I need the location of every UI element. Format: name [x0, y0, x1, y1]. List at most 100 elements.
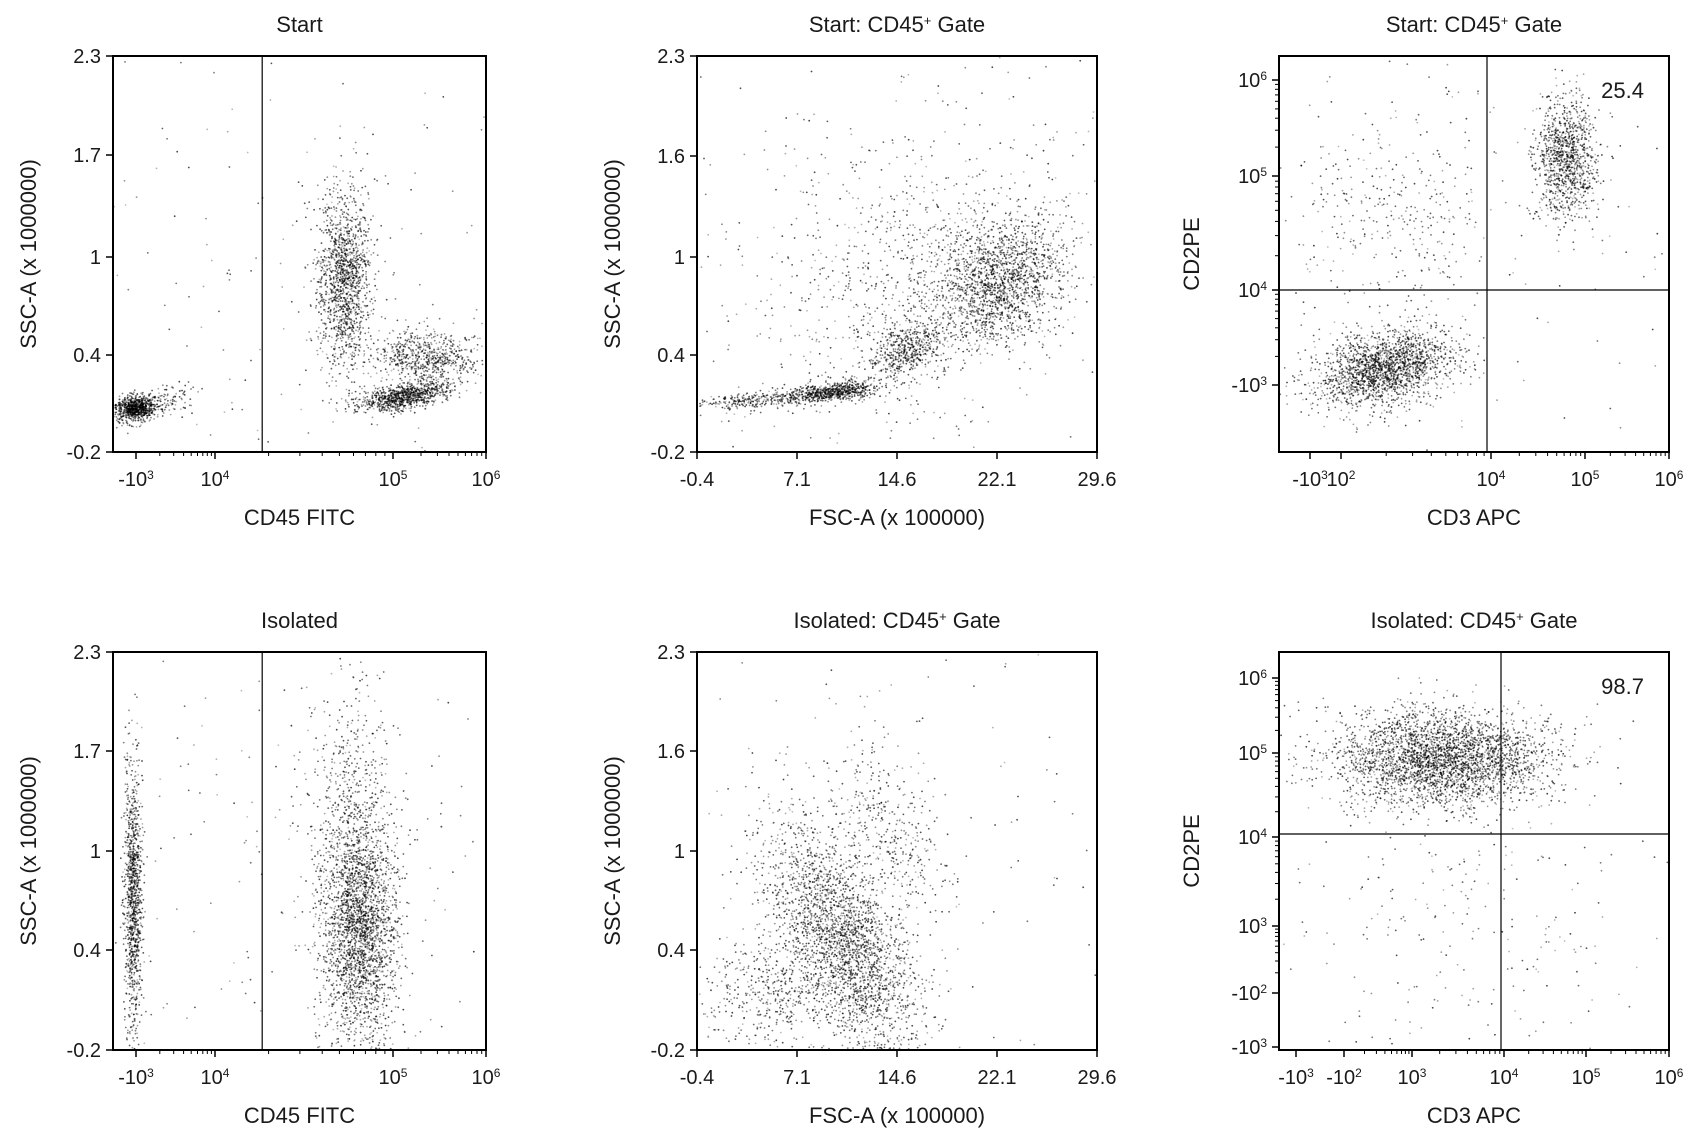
- data-point: [439, 318, 441, 320]
- data-point: [344, 230, 346, 232]
- data-point: [862, 382, 864, 384]
- data-point: [726, 412, 728, 414]
- data-point: [446, 381, 448, 383]
- data-point: [346, 197, 348, 199]
- data-point: [436, 392, 438, 394]
- data-point: [459, 392, 461, 394]
- data-point: [414, 362, 416, 364]
- data-point: [454, 361, 456, 363]
- data-point: [363, 127, 365, 129]
- data-point: [350, 327, 352, 329]
- data-point: [171, 387, 173, 389]
- data-point: [415, 364, 417, 366]
- data-point: [147, 403, 149, 405]
- data-point: [841, 388, 843, 390]
- data-point: [332, 376, 334, 378]
- data-point: [787, 399, 789, 401]
- data-point: [361, 187, 363, 189]
- data-point: [354, 303, 356, 305]
- data-point: [394, 402, 396, 404]
- data-point: [116, 275, 118, 277]
- data-point: [704, 400, 706, 402]
- data-point: [320, 369, 322, 371]
- data-point: [419, 344, 421, 346]
- data-point: [299, 384, 301, 386]
- data-point: [405, 361, 407, 363]
- data-point: [756, 398, 758, 400]
- data-point: [347, 243, 349, 245]
- data-point: [440, 371, 442, 373]
- data-point: [342, 348, 344, 350]
- data-point: [333, 319, 335, 321]
- data-point: [188, 167, 190, 169]
- data-point: [373, 366, 375, 368]
- data-point: [325, 260, 327, 262]
- data-point: [411, 352, 413, 354]
- data-point: [461, 349, 463, 351]
- data-point: [355, 287, 357, 289]
- data-point: [466, 232, 468, 234]
- data-point: [342, 211, 344, 213]
- data-point: [481, 323, 483, 325]
- data-point: [448, 361, 450, 363]
- data-point: [363, 350, 365, 352]
- data-point: [462, 364, 464, 366]
- data-point: [468, 359, 470, 361]
- data-point: [384, 340, 386, 342]
- data-point: [855, 381, 857, 383]
- data-point: [856, 377, 858, 379]
- data-point: [344, 280, 346, 282]
- data-point: [765, 400, 767, 402]
- data-point: [370, 338, 372, 340]
- data-point: [805, 392, 807, 394]
- data-point: [360, 235, 362, 237]
- data-point: [337, 246, 339, 248]
- data-point: [342, 308, 344, 310]
- data-point: [167, 403, 169, 405]
- data-point: [336, 402, 338, 404]
- data-point: [773, 394, 775, 396]
- data-point: [910, 381, 912, 383]
- data-point: [351, 323, 353, 325]
- data-point: [370, 219, 372, 221]
- data-point: [355, 314, 357, 316]
- data-point: [432, 304, 434, 306]
- data-point: [357, 216, 359, 218]
- data-point: [402, 396, 404, 398]
- data-point: [308, 331, 310, 333]
- data-point: [244, 379, 246, 381]
- data-point: [150, 417, 152, 419]
- data-point: [353, 412, 355, 414]
- data-point: [316, 257, 318, 259]
- data-point: [420, 394, 422, 396]
- data-point: [862, 396, 864, 398]
- data-point: [348, 406, 350, 408]
- data-point: [760, 397, 762, 399]
- data-point: [304, 202, 306, 204]
- y-axis-label: SSC-A (x 1000000): [16, 159, 41, 349]
- data-point: [450, 365, 452, 367]
- data-point: [319, 208, 321, 210]
- data-point: [389, 387, 391, 389]
- data-point: [418, 427, 420, 429]
- data-point: [134, 412, 136, 414]
- data-point: [224, 411, 226, 413]
- data-point: [865, 389, 867, 391]
- data-point: [344, 195, 346, 197]
- data-point: [414, 379, 416, 381]
- data-point: [431, 351, 433, 353]
- data-point: [397, 352, 399, 354]
- data-point: [363, 355, 365, 357]
- data-point: [135, 405, 137, 407]
- data-point: [400, 413, 402, 415]
- data-point: [837, 392, 839, 394]
- data-point: [148, 414, 150, 416]
- data-point: [455, 365, 457, 367]
- data-point: [367, 392, 369, 394]
- data-point: [396, 403, 398, 405]
- data-point: [386, 410, 388, 412]
- data-point: [442, 395, 444, 397]
- data-point: [341, 280, 343, 282]
- data-point: [453, 340, 455, 342]
- data-point: [344, 284, 346, 286]
